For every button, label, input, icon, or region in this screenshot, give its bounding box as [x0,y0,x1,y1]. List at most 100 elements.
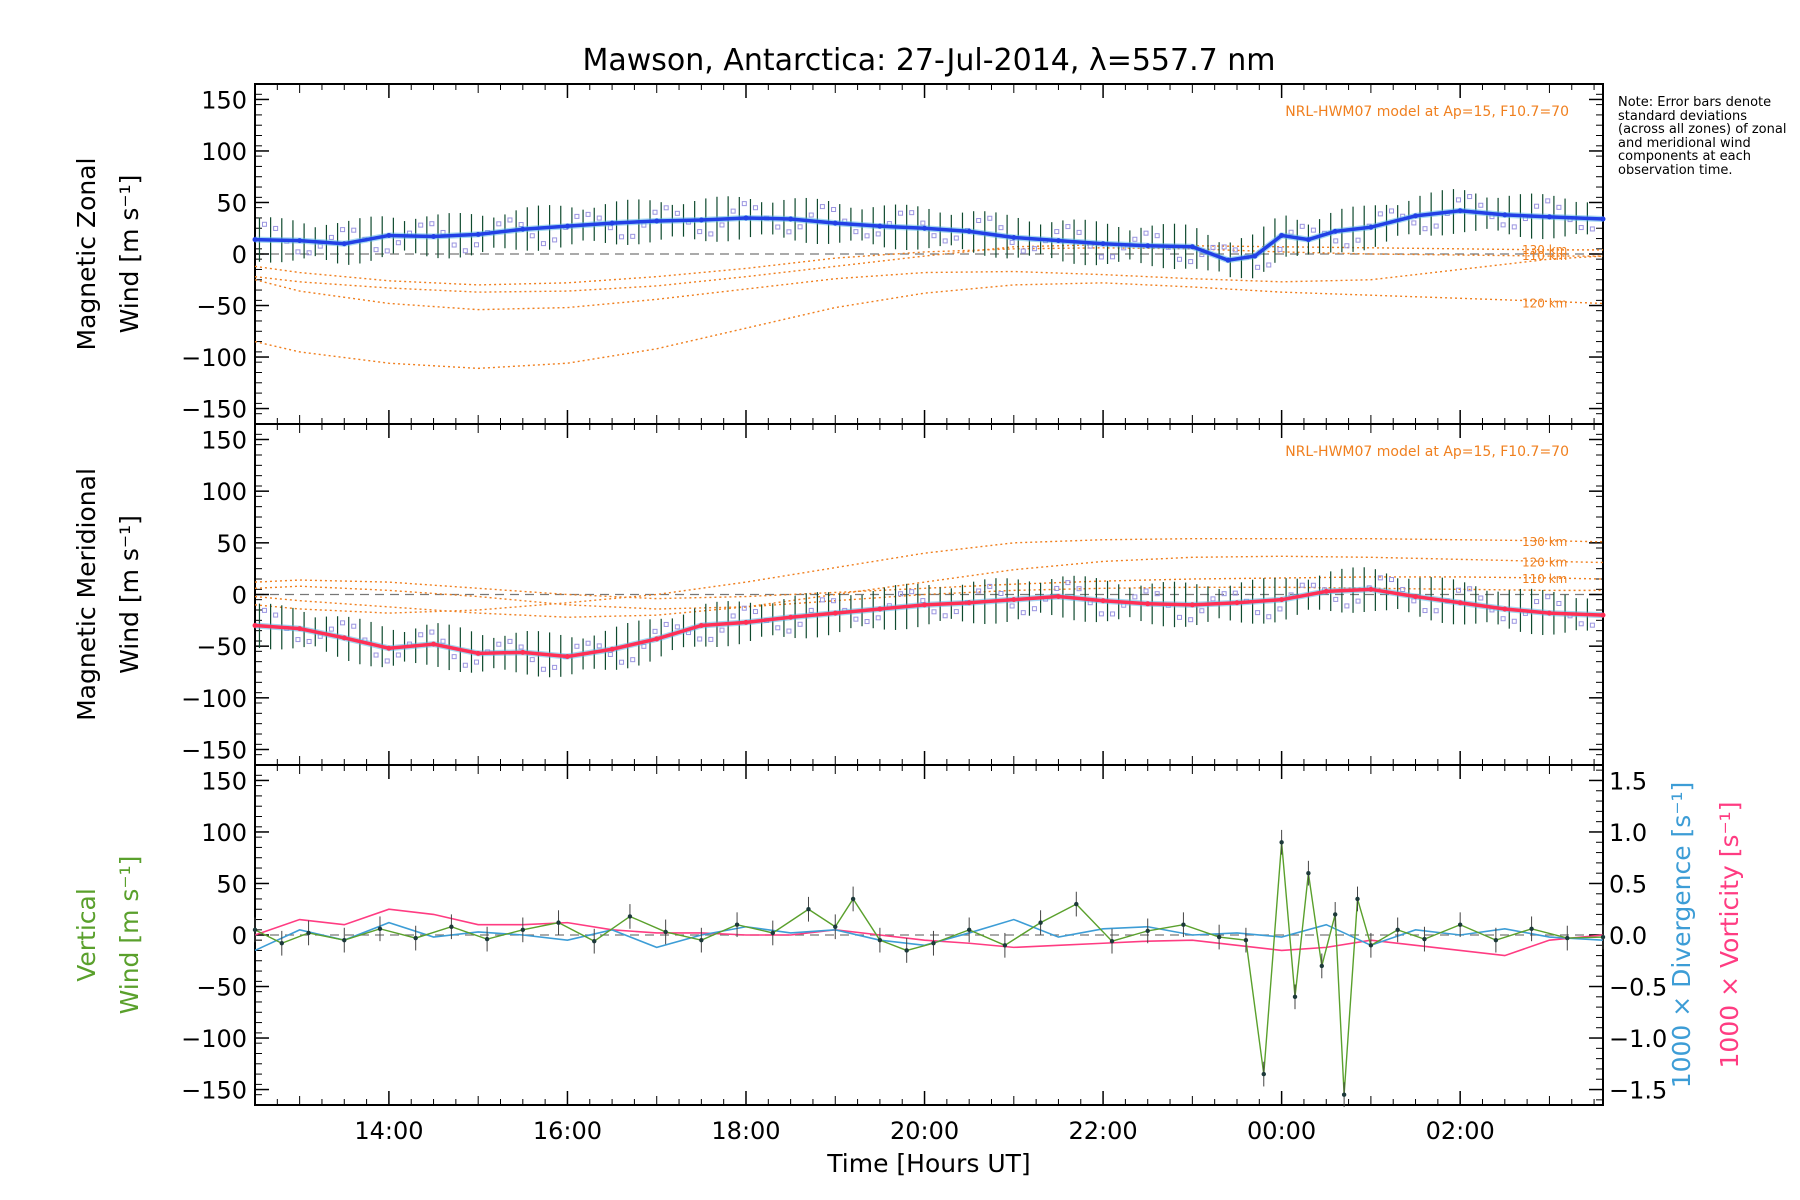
zone-point [741,201,747,207]
zone-point [1534,203,1540,209]
zone-point [552,237,558,243]
zone-point [540,241,546,247]
vertical-point [1332,912,1338,917]
y-tick-label: −50 [196,633,247,661]
vorticity-line [254,908,1604,957]
panel-2: 150 100 50 0 −50 −100 −150 Magnetic Meridional W… [72,423,1606,766]
mean-point [743,619,749,625]
zone-point [797,621,803,627]
vertical-point [1422,936,1427,942]
mean-point [252,237,258,243]
vertical-point [770,930,775,936]
zone-point [295,249,301,255]
x-tick-label: 18:00 [711,1117,780,1145]
mean-point [654,218,660,224]
zone-point [619,659,625,665]
mean-point [1145,601,1151,607]
x-tick-label: 02:00 [1426,1117,1495,1145]
mean-point [1011,597,1017,603]
model-label: NRL-HWM07 model at Ap=15, F10.7=70 [1285,444,1569,460]
y2-tick-label: 0.0 [1609,922,1647,950]
zone-point [730,613,736,619]
zone-point [853,229,859,235]
mean-point [1332,228,1338,234]
zone-point [1143,230,1149,236]
mean-point [1457,600,1463,606]
y-tick-label: −100 [181,685,247,713]
zone-point [942,238,948,244]
zone-point [1344,603,1350,609]
mean-point [297,238,303,244]
zone-point [1009,603,1015,609]
y2-axis-label-divergence: 1000 × Divergence [s⁻¹] [1667,782,1696,1089]
zone-point [998,591,1004,597]
mean-point [1100,241,1106,247]
y-axis-label-line2: Wind [m s⁻¹] [115,856,144,1015]
zone-point [786,229,792,235]
zone-point [1176,614,1182,620]
zone-point [273,225,279,231]
vertical-point [377,926,383,932]
zone-point [976,218,982,224]
y-axis-label-line2: Wind [m s⁻¹] [115,515,144,674]
vertical-point [252,927,258,933]
mean-point [922,602,928,608]
zone-point [529,233,535,239]
model-curve [254,538,1604,614]
mean-point [609,646,615,652]
mean-point [1600,216,1606,222]
model-curve-label: 120 km [1522,555,1567,569]
vertical-point [413,935,418,941]
y-tick-label: −50 [196,293,247,321]
zone-point [1500,616,1506,622]
zone-point [630,657,636,663]
x-axis-label: Time [Hours UT] [826,1149,1030,1178]
vertical-point [484,936,490,942]
zone-point [507,217,513,223]
zone-point [1511,618,1517,624]
zone-point [909,589,915,595]
zone-point [295,637,301,643]
mean-point [966,228,972,234]
mean-point [654,636,660,642]
x-tick-label: 00:00 [1247,1117,1316,1145]
note-text: Note: Error bars denote standard deviati… [1618,95,1787,178]
vertical-point [1109,938,1115,944]
y-axis-label-line1: Magnetic Meridional [72,468,101,721]
zone-point [898,591,904,597]
zone-point [384,658,390,664]
zone-point [1310,227,1316,233]
mean-point [564,654,570,659]
zone-point [1377,211,1383,217]
zone-point [1210,244,1216,250]
zone-point [1299,582,1305,588]
vertical-point [1306,870,1311,876]
y2-tick-label: 1.5 [1609,767,1647,795]
zone-point [1221,244,1227,250]
zone-point [1467,586,1473,592]
zone-point [942,613,948,619]
mean-point [1055,238,1061,244]
zone-point [540,666,546,672]
x-tick-label: 20:00 [890,1117,959,1145]
vertical-point [1493,937,1499,943]
x-tick-label: 14:00 [354,1117,423,1145]
zone-point [864,619,870,625]
vertical-point [1355,896,1360,902]
zone-point [1545,198,1551,204]
model-curve [254,585,1603,610]
vertical-point [1292,994,1298,1000]
zone-point [1031,246,1037,252]
zone-point [552,664,558,670]
zone-point [775,625,781,631]
y-axis-label-line1: Magnetic Zonal [72,158,101,351]
y2-tick-label: −0.5 [1609,974,1667,1002]
zone-point [395,652,401,658]
zone-point [507,638,513,644]
zone-point [976,588,982,594]
zone-point [328,234,334,240]
vertical-point [627,914,633,919]
zone-point [1188,259,1194,265]
vertical-point [342,937,347,943]
